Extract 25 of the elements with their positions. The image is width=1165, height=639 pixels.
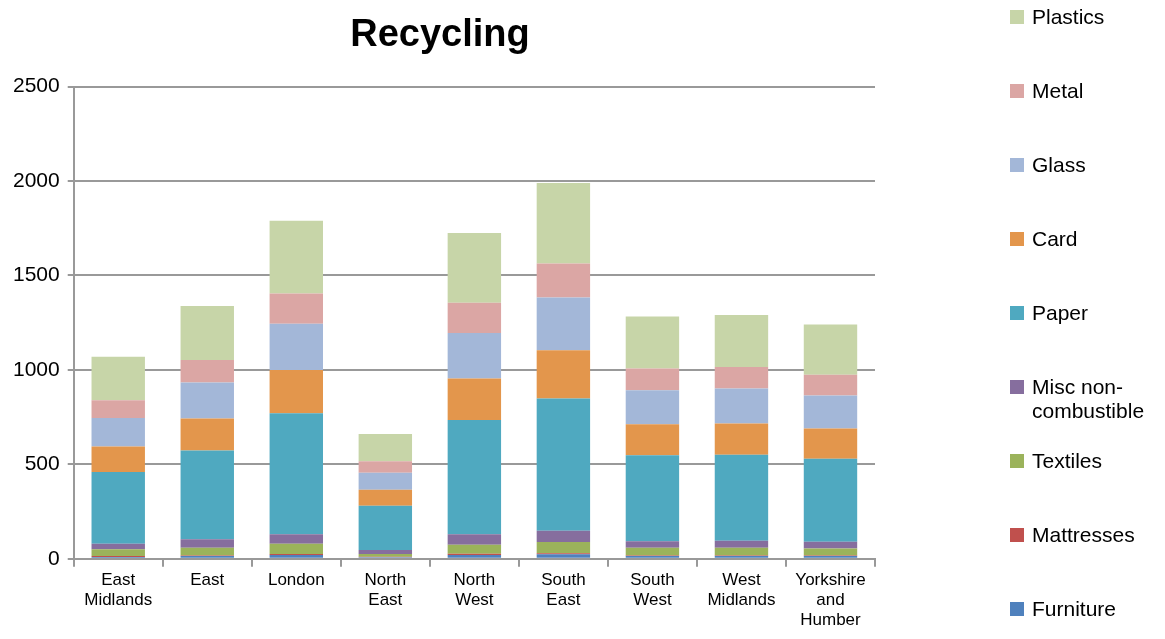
y-tick-label: 2000 <box>13 167 60 191</box>
legend-label: Mattresses <box>1032 523 1135 547</box>
x-tick-label: South West <box>630 569 675 610</box>
legend-label: Textiles <box>1032 449 1103 473</box>
x-tick-label: North West <box>453 569 496 610</box>
x-tick-label: London <box>267 569 325 589</box>
y-tick-label: 500 <box>24 451 60 475</box>
x-tick-label: West Midlands <box>707 569 776 610</box>
x-tick-label: South East <box>541 569 586 610</box>
legend-label: Furniture <box>1032 597 1117 621</box>
legend-label: Plastics <box>1032 5 1105 29</box>
legend-label: Glass <box>1032 153 1086 177</box>
y-tick-label: 1500 <box>13 262 60 286</box>
legend-label: Paper <box>1032 301 1089 325</box>
x-tick-label: North East <box>364 569 407 610</box>
chart-title: Recycling <box>350 12 530 55</box>
y-tick-label: 2500 <box>13 73 60 97</box>
x-tick-label: East <box>190 569 225 589</box>
x-tick-label: East Midlands <box>84 569 153 610</box>
legend-label: Misc non-combustible <box>1032 375 1146 423</box>
legend-label: Card <box>1032 227 1078 251</box>
legend-label: Metal <box>1032 79 1084 103</box>
x-tick-label: Yorkshire and Humber <box>795 569 866 630</box>
y-tick-label: 1000 <box>13 356 60 380</box>
y-tick-label: 0 <box>48 545 60 569</box>
